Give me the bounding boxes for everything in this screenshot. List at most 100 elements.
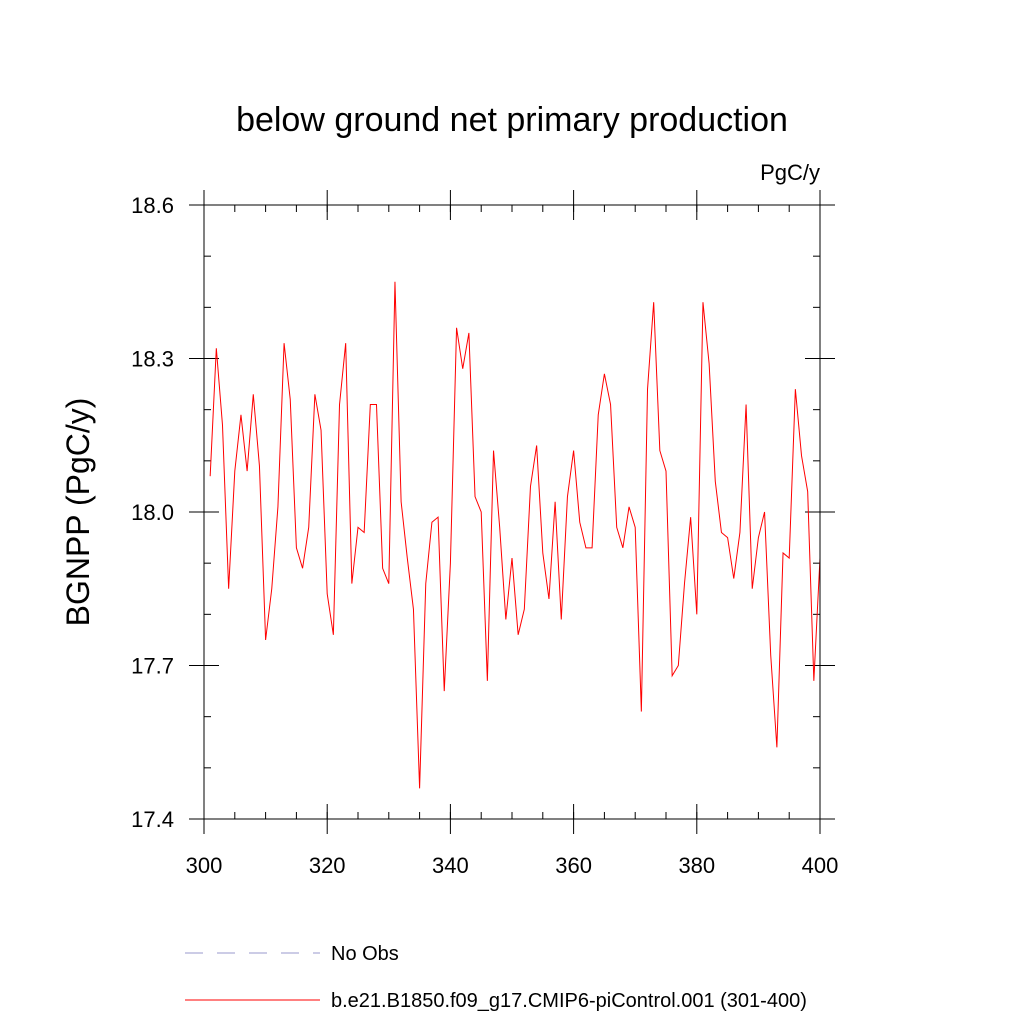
data-point [487, 680, 488, 681]
y-tick-labels: 17.4 17.7 18.0 18.3 18.6 [131, 193, 174, 832]
data-point [604, 373, 605, 374]
y-tick-label: 18.6 [131, 193, 174, 218]
data-point [259, 465, 260, 466]
major-ticks [189, 190, 835, 834]
series-group [209, 281, 821, 789]
data-point [370, 404, 371, 405]
data-point [690, 517, 691, 518]
data-point [407, 557, 408, 558]
data-point [709, 363, 710, 364]
data-point [770, 655, 771, 656]
data-point [678, 665, 679, 666]
data-point [622, 547, 623, 548]
x-tick-label: 400 [802, 853, 839, 878]
data-point [733, 578, 734, 579]
data-point [591, 547, 592, 548]
data-point [474, 496, 475, 497]
x-tick-label: 380 [678, 853, 715, 878]
x-tick-label: 360 [555, 853, 592, 878]
data-point [598, 414, 599, 415]
y-tick-label: 18.3 [131, 347, 174, 372]
data-point [283, 343, 284, 344]
data-point [579, 522, 580, 523]
data-point [715, 481, 716, 482]
data-point [296, 547, 297, 548]
data-point [628, 506, 629, 507]
legend: No Obs b.e21.B1850.f09_g17.CMIP6-piContr… [185, 943, 807, 1012]
chart-title: below ground net primary production [236, 101, 788, 139]
data-point [635, 527, 636, 528]
data-point [573, 450, 574, 451]
data-point [419, 788, 420, 789]
data-point [462, 368, 463, 369]
data-point [739, 532, 740, 533]
data-point [702, 302, 703, 303]
data-point [345, 343, 346, 344]
data-point [308, 527, 309, 528]
legend-label-no-obs: No Obs [331, 943, 399, 965]
data-point [813, 680, 814, 681]
data-point [376, 404, 377, 405]
data-point [290, 399, 291, 400]
data-point [499, 527, 500, 528]
data-point [333, 634, 334, 635]
data-point [216, 348, 217, 349]
y-tick-label: 17.4 [131, 807, 174, 832]
data-point [616, 527, 617, 528]
data-point [401, 501, 402, 502]
data-point [524, 609, 525, 610]
data-point [456, 327, 457, 328]
data-point [659, 450, 660, 451]
data-point [357, 527, 358, 528]
y-tick-label: 18.0 [131, 500, 174, 525]
data-point [320, 430, 321, 431]
units-label: PgC/y [760, 160, 820, 185]
data-point [684, 583, 685, 584]
data-point [444, 690, 445, 691]
data-point [752, 588, 753, 589]
data-point [302, 568, 303, 569]
data-point [801, 455, 802, 456]
data-point [548, 598, 549, 599]
data-point [394, 281, 395, 282]
data-point [758, 537, 759, 538]
series-line-picontrol [209, 281, 821, 789]
data-point [265, 639, 266, 640]
data-point [721, 532, 722, 533]
data-point [782, 552, 783, 553]
x-tick-label: 340 [432, 853, 469, 878]
data-point [745, 404, 746, 405]
data-point [450, 563, 451, 564]
data-point [653, 302, 654, 303]
data-point [468, 332, 469, 333]
data-point [536, 445, 537, 446]
data-point [481, 511, 482, 512]
data-point [277, 506, 278, 507]
data-point [364, 532, 365, 533]
y-tick-label: 17.7 [131, 654, 174, 679]
data-point [807, 491, 808, 492]
data-point [382, 568, 383, 569]
x-tick-labels: 300 320 340 360 380 400 [186, 853, 839, 878]
data-point [240, 414, 241, 415]
data-point [388, 583, 389, 584]
data-point [413, 609, 414, 610]
data-point [493, 450, 494, 451]
data-point [511, 557, 512, 558]
data-point [795, 389, 796, 390]
data-point [351, 583, 352, 584]
data-point [610, 404, 611, 405]
data-point [542, 552, 543, 553]
data-point [776, 747, 777, 748]
x-tick-label: 320 [309, 853, 346, 878]
data-point [431, 522, 432, 523]
data-point [647, 389, 648, 390]
minor-ticks [203, 204, 821, 820]
data-point [228, 588, 229, 589]
data-point [672, 675, 673, 676]
data-point [789, 557, 790, 558]
data-point [234, 470, 235, 471]
data-point [696, 614, 697, 615]
data-point [641, 711, 642, 712]
